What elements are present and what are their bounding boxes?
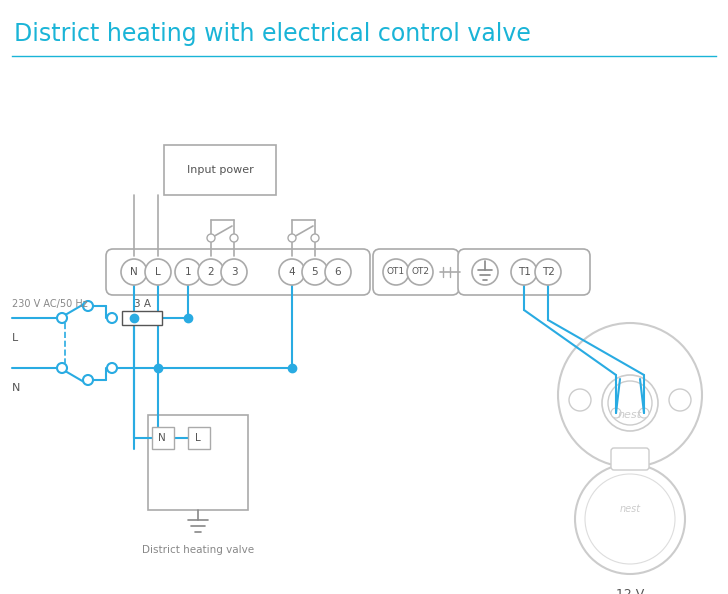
Circle shape (107, 313, 117, 323)
Circle shape (558, 323, 702, 467)
Circle shape (198, 259, 224, 285)
Circle shape (57, 363, 67, 373)
Text: L: L (195, 433, 201, 443)
Circle shape (279, 259, 305, 285)
Text: District heating valve: District heating valve (142, 545, 254, 555)
Circle shape (611, 408, 621, 418)
FancyBboxPatch shape (611, 448, 649, 470)
Circle shape (207, 234, 215, 242)
Circle shape (83, 301, 93, 311)
Circle shape (383, 259, 409, 285)
Text: 1: 1 (185, 267, 191, 277)
Bar (148, 415, 248, 510)
Text: 2: 2 (207, 267, 214, 277)
Text: nest: nest (618, 410, 642, 420)
Text: 6: 6 (335, 267, 341, 277)
Circle shape (311, 234, 319, 242)
Circle shape (608, 381, 652, 425)
Text: T2: T2 (542, 267, 555, 277)
Text: OT2: OT2 (411, 267, 429, 276)
Text: OT1: OT1 (387, 267, 405, 276)
Text: N: N (12, 383, 20, 393)
Circle shape (602, 375, 658, 431)
Circle shape (639, 408, 649, 418)
Text: N: N (158, 433, 166, 443)
Circle shape (57, 313, 67, 323)
Bar (188, 427, 210, 449)
Text: District heating with electrical control valve: District heating with electrical control… (14, 22, 531, 46)
Circle shape (569, 389, 591, 411)
Text: 12 V: 12 V (616, 588, 644, 594)
Bar (122, 311, 162, 325)
Circle shape (585, 474, 675, 564)
Text: T1: T1 (518, 267, 531, 277)
Text: 3 A: 3 A (133, 299, 151, 309)
Circle shape (121, 259, 147, 285)
Circle shape (107, 363, 117, 373)
Circle shape (302, 259, 328, 285)
Text: 5: 5 (312, 267, 318, 277)
Bar (164, 145, 276, 195)
Circle shape (669, 389, 691, 411)
FancyBboxPatch shape (373, 249, 459, 295)
Bar (152, 427, 174, 449)
Text: 3: 3 (231, 267, 237, 277)
FancyBboxPatch shape (106, 249, 370, 295)
Circle shape (511, 259, 537, 285)
Circle shape (83, 375, 93, 385)
Circle shape (221, 259, 247, 285)
Text: L: L (155, 267, 161, 277)
Text: nest: nest (620, 504, 641, 514)
Circle shape (535, 259, 561, 285)
Circle shape (575, 464, 685, 574)
Text: 230 V AC/50 Hz: 230 V AC/50 Hz (12, 299, 88, 309)
Circle shape (325, 259, 351, 285)
Circle shape (288, 234, 296, 242)
Text: N: N (130, 267, 138, 277)
Text: Input power: Input power (186, 165, 253, 175)
Text: 4: 4 (289, 267, 296, 277)
FancyBboxPatch shape (458, 249, 590, 295)
Circle shape (175, 259, 201, 285)
Circle shape (145, 259, 171, 285)
Text: L: L (12, 333, 18, 343)
Circle shape (407, 259, 433, 285)
Circle shape (472, 259, 498, 285)
Circle shape (230, 234, 238, 242)
